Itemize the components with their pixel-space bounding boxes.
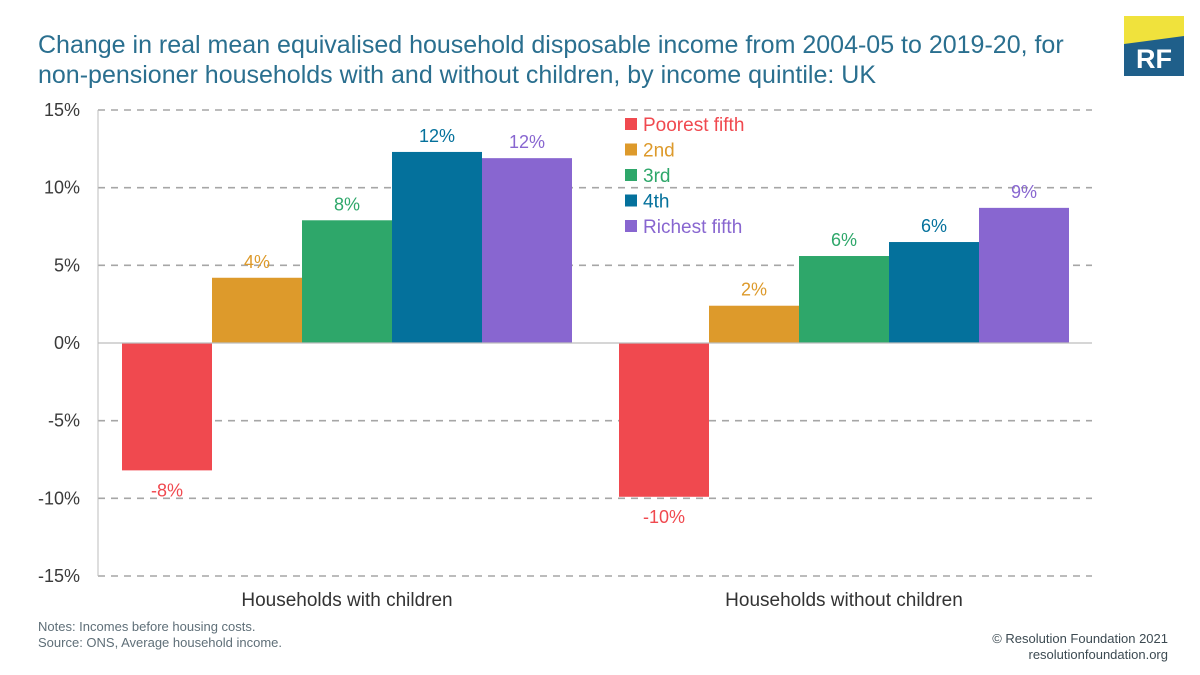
notes-text: Notes: Incomes before housing costs.: [38, 619, 256, 634]
bar-4th: [889, 242, 979, 343]
legend-swatch: [625, 143, 637, 156]
y-tick-label: -5%: [48, 411, 80, 431]
bars: [122, 151, 1069, 497]
data-label: 12%: [419, 126, 455, 146]
svg-text:RF: RF: [1136, 44, 1172, 74]
bar-2nd: [212, 277, 302, 343]
data-label: -10%: [643, 507, 685, 527]
bar-2nd: [709, 305, 799, 343]
website-text: resolutionfoundation.org: [1028, 647, 1169, 662]
data-label: 2%: [741, 280, 767, 300]
credit: © Resolution Foundation 2021 resolutionf…: [992, 631, 1168, 663]
legend-swatch: [625, 118, 637, 130]
data-label: 8%: [334, 194, 360, 214]
bar-richest-fifth: [482, 158, 572, 343]
bar-poorest-fifth: [619, 343, 709, 497]
resolution-foundation-logo: RF: [1124, 16, 1184, 76]
data-label: 12%: [509, 132, 545, 152]
bar-poorest-fifth: [122, 343, 212, 471]
data-label: 4%: [244, 252, 270, 272]
y-tick-label: 10%: [44, 178, 80, 198]
legend-swatch: [625, 169, 637, 181]
y-tick-label: 5%: [54, 255, 80, 275]
copyright-text: © Resolution Foundation 2021: [992, 631, 1168, 646]
legend-swatch: [625, 220, 637, 232]
bar-3rd: [302, 220, 392, 343]
data-label: 9%: [1011, 182, 1037, 202]
source-text: Source: ONS, Average household income.: [38, 635, 283, 650]
y-tick-label: 15%: [44, 100, 80, 120]
notes: Notes: Incomes before housing costs. Sou…: [38, 619, 282, 651]
chart-title: Change in real mean equivalised househol…: [38, 30, 1098, 90]
data-label: -8%: [151, 480, 183, 500]
y-tick-label: -10%: [38, 488, 80, 508]
data-label: 6%: [831, 230, 857, 250]
legend-label: 3rd: [643, 166, 670, 187]
y-tick-label: -15%: [38, 566, 80, 586]
data-label: 6%: [921, 216, 947, 236]
bar-richest-fifth: [979, 207, 1069, 343]
chart-title-line-1: Change in real mean equivalised househol…: [38, 31, 1064, 59]
axes: 15% 10% 5% 0% -5% -10% -15% Households with chi…: [38, 100, 1092, 611]
category-label: Households with children: [241, 590, 452, 611]
data-labels: -8% 4% 8% 12% 12% -10% 2% 6% 6% 9%: [151, 126, 1037, 527]
legend-label: 4th: [643, 192, 669, 213]
legend-label: Richest fifth: [643, 217, 742, 238]
legend: Poorest fifth 2nd 3rd 4th Richest fifth: [625, 115, 744, 238]
bar-4th: [392, 151, 482, 343]
legend-swatch: [625, 194, 637, 207]
legend-label: Poorest fifth: [643, 115, 744, 136]
legend-label: 2nd: [643, 141, 675, 162]
category-label: Households without children: [725, 590, 963, 611]
chart-title-line-2: non-pensioner households with and withou…: [38, 61, 877, 89]
y-tick-label: 0%: [54, 333, 80, 353]
bar-3rd: [799, 256, 889, 343]
gridlines: [98, 109, 1092, 577]
